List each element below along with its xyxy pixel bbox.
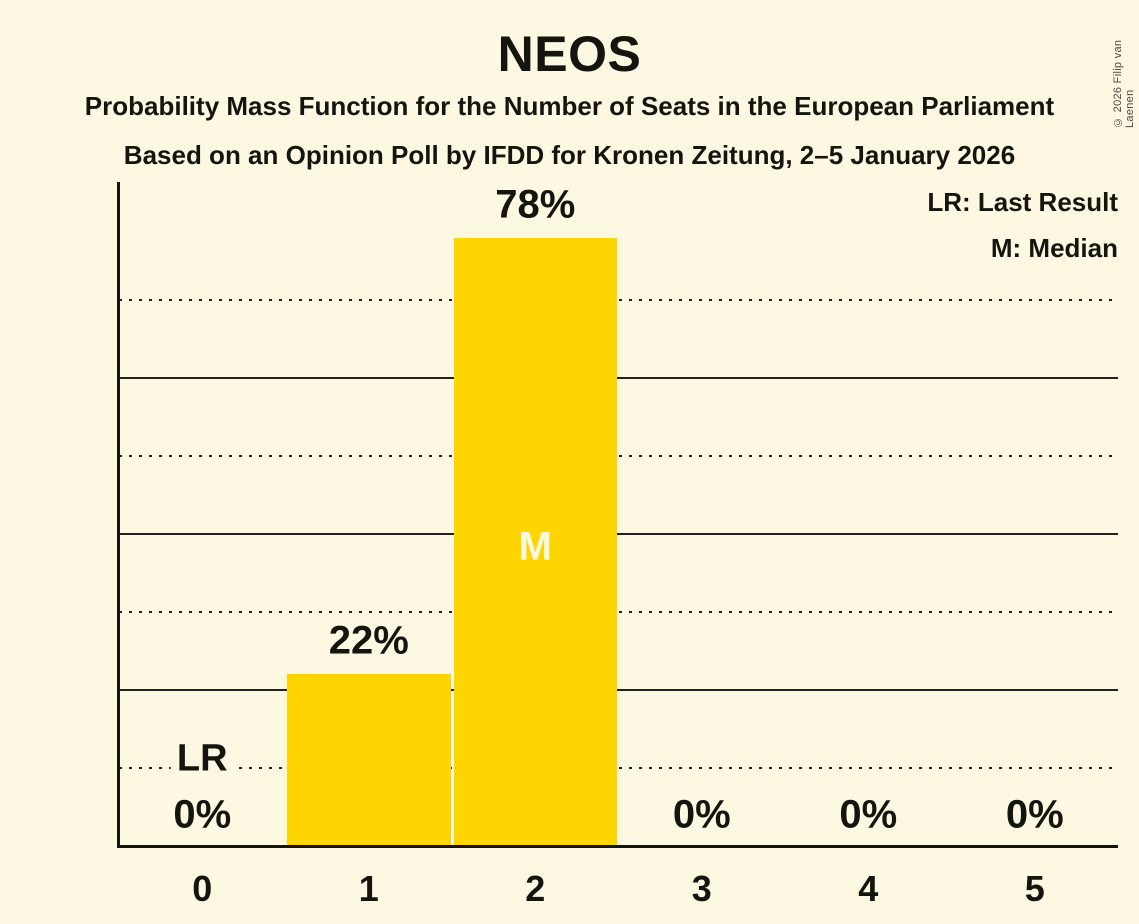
chart-subtitle-line1: Probability Mass Function for the Number… [84, 91, 1055, 121]
median-marker: M [518, 524, 552, 569]
x-tick-label-5: 5 [1024, 868, 1045, 909]
x-tick-label-0: 0 [192, 868, 213, 909]
value-label-2: 78% [495, 182, 576, 227]
x-axis-line [117, 845, 1118, 848]
gridline-dotted-70 [119, 299, 1118, 301]
gridline-dotted-50 [119, 455, 1118, 457]
gridline-dotted-10 [119, 767, 1118, 769]
x-tick-label-4: 4 [858, 868, 879, 909]
x-tick-label-2: 2 [525, 868, 546, 909]
chart-subtitle-line2: Based on an Opinion Poll by IFDD for Kro… [123, 140, 1016, 170]
chart-title: NEOS [497, 26, 642, 82]
bar-seats-2 [453, 237, 617, 846]
x-tick-label-3: 3 [691, 868, 712, 909]
value-label-0: 0% [173, 792, 232, 837]
legend-last-result: LR: Last Result [927, 187, 1118, 217]
y-axis-line [117, 182, 120, 848]
bar-seats-1 [287, 674, 451, 846]
gridline-solid-20 [119, 689, 1118, 691]
last-result-marker: LR [170, 737, 234, 781]
value-label-1: 22% [328, 618, 409, 663]
x-tick-label-1: 1 [358, 868, 379, 909]
gridline-dotted-30 [119, 611, 1118, 613]
gridline-solid-60 [119, 377, 1118, 379]
value-label-5: 0% [1005, 792, 1064, 837]
value-label-4: 0% [839, 792, 898, 837]
gridline-solid-40 [119, 533, 1118, 535]
value-label-3: 0% [672, 792, 731, 837]
legend-median: M: Median [990, 233, 1118, 263]
